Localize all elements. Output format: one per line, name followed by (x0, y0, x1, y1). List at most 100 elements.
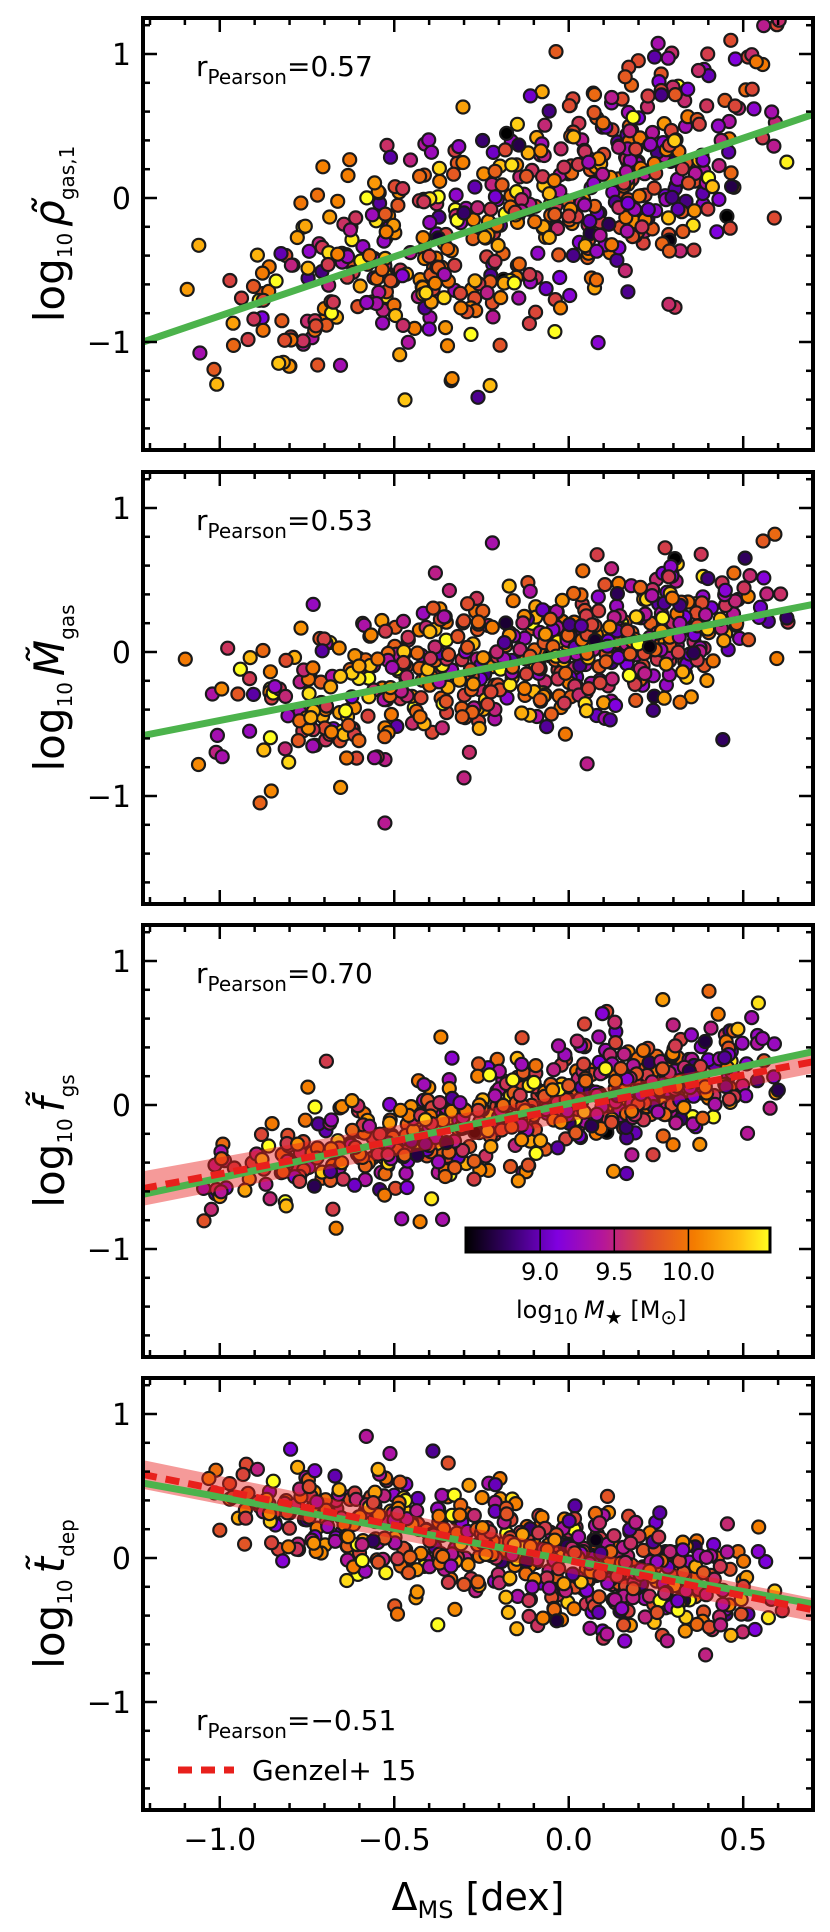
scatter-point (484, 619, 500, 635)
scatter-point (582, 1620, 598, 1636)
scatter-point (446, 166, 462, 182)
scatter-point (715, 731, 731, 748)
pearson-label: rPearson=0.57 (196, 50, 373, 89)
y-tick-label: 0 (112, 636, 131, 671)
scatter-point (705, 653, 721, 669)
scatter-point (652, 1505, 668, 1521)
scatter-point (461, 744, 477, 760)
y-axis-label: log10 M̃gas (24, 604, 79, 771)
scatter-point (427, 275, 443, 291)
scatter-point (249, 1461, 265, 1477)
scatter-point (412, 1214, 428, 1230)
scatter-point (542, 611, 559, 627)
scatter-point (532, 1132, 549, 1149)
scatter-point (433, 1029, 449, 1045)
scatter-point (700, 46, 716, 62)
scatter-point (552, 300, 569, 316)
scatter-point (271, 355, 287, 371)
scatter-point (409, 1147, 425, 1163)
scatter-point (320, 256, 336, 273)
scatter-point (597, 1060, 614, 1077)
scatter-point (245, 686, 262, 703)
scatter-point (527, 304, 544, 320)
scatter-points (177, 526, 796, 831)
scatter-point (665, 1137, 681, 1153)
scatter-point (470, 1574, 486, 1590)
scatter-point (254, 265, 271, 281)
scatter-point (479, 285, 495, 301)
y-tick-label: 1 (112, 492, 131, 527)
scatter-point (351, 658, 367, 674)
scatter-point (650, 1104, 666, 1120)
scatter-point (422, 214, 438, 231)
scatter-point (518, 666, 535, 682)
scatter-point (766, 1036, 783, 1052)
scatter-point (691, 116, 707, 132)
scatter-point (700, 201, 716, 217)
scatter-point (569, 1033, 585, 1049)
scatter-point (281, 1520, 297, 1536)
scatter-point (262, 730, 278, 746)
scatter-point (509, 116, 526, 132)
scatter-point (699, 672, 715, 689)
scatter-point (554, 592, 570, 609)
y-label-log: log (25, 1605, 74, 1669)
scatter-point (290, 1459, 306, 1475)
scatter-point (722, 220, 738, 236)
scatter-point (213, 1184, 229, 1200)
scatter-point (628, 609, 644, 625)
scatter-point (779, 154, 795, 170)
scatter-point (352, 278, 368, 294)
pearson-sub: Pearson (208, 972, 287, 996)
scatter-point (366, 750, 383, 766)
scatter-point (511, 290, 527, 306)
scatter-point (456, 613, 472, 629)
scatter-point (344, 1122, 360, 1138)
scatter-point (603, 561, 620, 577)
scatter-point (232, 661, 248, 677)
scatter-point (590, 589, 606, 605)
scatter-point (412, 168, 428, 184)
scatter-point (750, 1543, 766, 1560)
scatter-point (655, 1128, 671, 1144)
scatter-point (301, 1479, 317, 1495)
scatter-point (383, 273, 399, 289)
scatter-point (698, 1549, 715, 1566)
scatter-point (283, 257, 299, 273)
scatter-point (625, 109, 641, 125)
scatter-point (683, 1027, 700, 1043)
scatter-point (359, 190, 375, 206)
scatter-point (759, 586, 775, 602)
fit-line (143, 1048, 813, 1198)
scatter-point (206, 361, 222, 377)
scatter-point (557, 665, 574, 681)
scatter-point (561, 208, 577, 224)
scatter-point (532, 692, 548, 708)
scatter-point (423, 650, 439, 667)
scatter-point (657, 1585, 673, 1601)
scatter-point (514, 1030, 530, 1046)
scatter-point (307, 1099, 323, 1115)
scatter-point (422, 624, 438, 640)
scatter-point (754, 1030, 771, 1047)
scatter-point (240, 331, 256, 348)
scatter-point (649, 1604, 665, 1621)
scatter-point (323, 679, 339, 695)
scatter-point (305, 596, 321, 613)
scatter-point (331, 640, 347, 656)
scatter-point (409, 1584, 425, 1600)
scatter-point (675, 664, 691, 680)
y-tick-label: 1 (112, 945, 131, 980)
scatter-point (590, 603, 607, 619)
scatter-point (432, 1094, 448, 1111)
panel-gas-mass: −1 0 1 log10 M̃gas rPearson=0.53 (24, 470, 815, 906)
scatter-point (252, 795, 268, 811)
scatter-point (452, 1095, 468, 1111)
scatter-point (594, 166, 611, 182)
scatter-point (607, 697, 624, 714)
scatter-point (481, 1067, 498, 1083)
pearson-sub: Pearson (208, 519, 287, 543)
scatter-point (506, 275, 522, 291)
scatter-point (427, 565, 443, 581)
scatter-point (642, 136, 659, 152)
